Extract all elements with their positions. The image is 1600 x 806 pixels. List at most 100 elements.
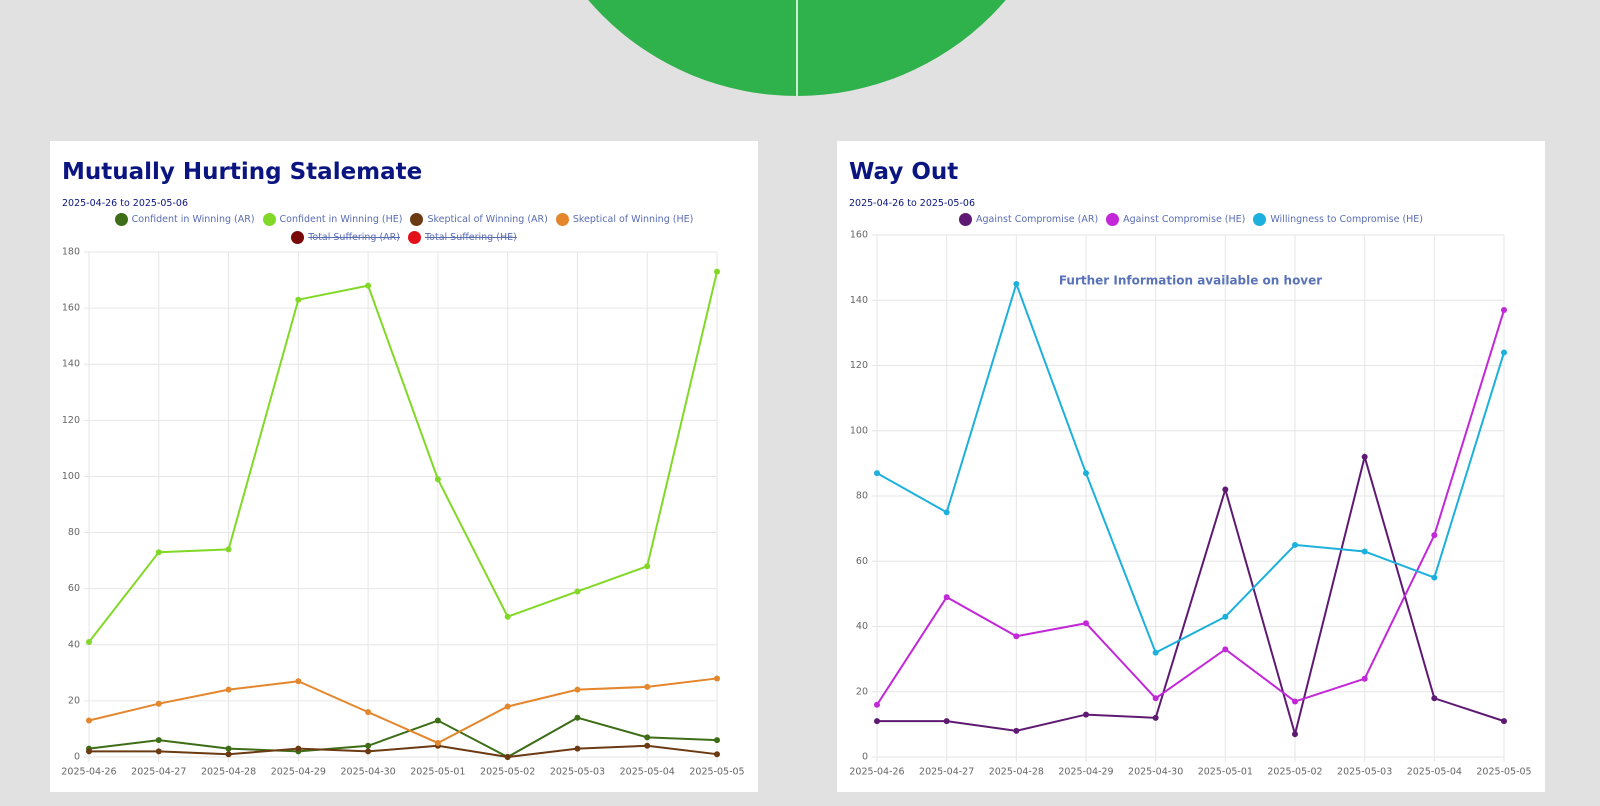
legend-item[interactable]: Willingness to Compromise (HE)	[1253, 211, 1423, 227]
legend-item[interactable]: Total Suffering (HE)	[407, 229, 517, 245]
legend-swatch	[291, 230, 305, 244]
data-point[interactable]	[155, 549, 162, 556]
data-point[interactable]	[86, 748, 92, 755]
data-point[interactable]	[365, 709, 372, 716]
data-point[interactable]	[1361, 453, 1368, 460]
data-point[interactable]	[225, 686, 232, 693]
data-point[interactable]	[1222, 646, 1229, 653]
data-point[interactable]	[574, 745, 581, 752]
data-point[interactable]	[504, 754, 511, 760]
legend: Confident in Winning (AR) Confident in Wi…	[80, 211, 728, 245]
data-point[interactable]	[225, 751, 232, 758]
data-point[interactable]	[1292, 731, 1298, 738]
x-tick-label: 2025-05-03	[550, 767, 605, 778]
data-point[interactable]	[1361, 675, 1368, 682]
data-point[interactable]	[943, 718, 950, 725]
data-point[interactable]	[1152, 695, 1159, 702]
data-point[interactable]	[1083, 620, 1089, 627]
data-point[interactable]	[225, 546, 232, 553]
data-point[interactable]	[1292, 698, 1298, 705]
data-point[interactable]	[1083, 470, 1089, 477]
data-point[interactable]	[714, 751, 720, 758]
data-point[interactable]	[1152, 649, 1159, 656]
legend: Against Compromise (AR) Against Compromis…	[867, 211, 1515, 227]
data-point[interactable]	[1222, 486, 1229, 493]
x-tick-label: 2025-04-29	[271, 767, 326, 778]
data-point[interactable]	[1431, 574, 1438, 581]
data-point[interactable]	[365, 742, 372, 749]
data-point[interactable]	[574, 588, 581, 595]
data-point[interactable]	[644, 734, 651, 741]
annotation: Further Information available on hover	[1059, 274, 1322, 288]
pie-fragment	[588, 0, 1006, 96]
data-point[interactable]	[1013, 633, 1020, 640]
data-point[interactable]	[295, 296, 302, 303]
x-tick-label: 2025-05-01	[410, 767, 465, 778]
legend-label: Confident in Winning (AR)	[131, 213, 255, 225]
legend-label: Willingness to Compromise (HE)	[1270, 213, 1424, 225]
data-point[interactable]	[504, 613, 511, 620]
legend-item[interactable]: Against Compromise (AR)	[958, 211, 1098, 227]
data-point[interactable]	[1431, 695, 1438, 702]
legend-item[interactable]: Skeptical of Winning (AR)	[410, 211, 548, 227]
data-point[interactable]	[365, 748, 372, 755]
y-tick-label: 60	[856, 556, 868, 567]
data-point[interactable]	[1013, 280, 1020, 287]
x-tick-label: 2025-04-28	[201, 767, 256, 778]
data-point[interactable]	[86, 717, 92, 724]
data-point[interactable]	[874, 718, 880, 725]
data-point[interactable]	[225, 745, 232, 752]
data-point[interactable]	[644, 563, 651, 570]
data-point[interactable]	[644, 683, 651, 690]
data-point[interactable]	[295, 745, 302, 752]
x-tick-label: 2025-04-30	[1128, 767, 1183, 778]
data-point[interactable]	[365, 282, 372, 289]
data-point[interactable]	[1083, 711, 1089, 718]
data-point[interactable]	[574, 686, 581, 693]
data-point[interactable]	[943, 509, 950, 516]
chart-subtitle: 2025-04-26 to 2025-05-06	[62, 198, 188, 209]
data-point[interactable]	[1292, 541, 1298, 548]
data-point[interactable]	[1501, 307, 1507, 314]
x-tick-label: 2025-05-01	[1198, 767, 1253, 778]
data-point[interactable]	[295, 678, 302, 685]
y-tick-label: 100	[62, 471, 80, 482]
x-tick-label: 2025-05-03	[1337, 767, 1392, 778]
data-point[interactable]	[714, 675, 720, 682]
legend-item[interactable]: Confident in Winning (AR)	[114, 211, 255, 227]
series-line	[89, 744, 718, 759]
data-point[interactable]	[714, 268, 720, 275]
y-tick-label: 60	[68, 583, 80, 594]
legend-item[interactable]: Against Compromise (HE)	[1106, 211, 1245, 227]
legend-label: Skeptical of Winning (AR)	[427, 213, 548, 225]
data-point[interactable]	[434, 717, 441, 724]
x-tick-label: 2025-04-27	[131, 767, 186, 778]
legend-item[interactable]: Total Suffering (AR)	[291, 229, 400, 245]
legend-item[interactable]: Skeptical of Winning (HE)	[555, 211, 693, 227]
data-point[interactable]	[155, 700, 162, 707]
data-point[interactable]	[1361, 548, 1368, 555]
series-line	[877, 453, 1505, 739]
data-point[interactable]	[434, 476, 441, 483]
data-point[interactable]	[874, 470, 880, 477]
data-point[interactable]	[155, 748, 162, 755]
legend-swatch	[114, 212, 128, 226]
data-point[interactable]	[1152, 714, 1159, 721]
data-point[interactable]	[1501, 349, 1507, 356]
data-point[interactable]	[86, 638, 92, 645]
data-point[interactable]	[714, 737, 720, 744]
data-point[interactable]	[504, 703, 511, 710]
data-point[interactable]	[1501, 718, 1507, 725]
legend-swatch	[958, 212, 972, 226]
data-point[interactable]	[1013, 727, 1020, 734]
x-tick-label: 2025-04-27	[919, 767, 974, 778]
data-point[interactable]	[1431, 532, 1438, 539]
data-point[interactable]	[874, 701, 880, 708]
legend-item[interactable]: Confident in Winning (HE)	[262, 211, 402, 227]
data-point[interactable]	[644, 742, 651, 749]
data-point[interactable]	[155, 737, 162, 744]
data-point[interactable]	[1222, 613, 1229, 620]
data-point[interactable]	[434, 739, 441, 746]
data-point[interactable]	[574, 714, 581, 721]
data-point[interactable]	[943, 594, 950, 601]
